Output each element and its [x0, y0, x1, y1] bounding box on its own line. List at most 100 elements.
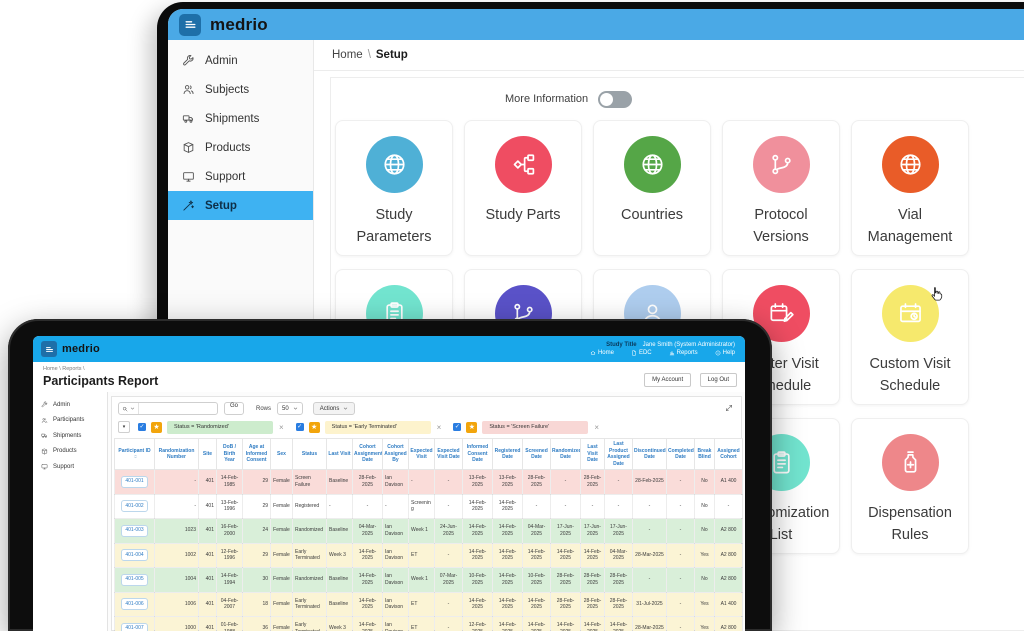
- sidebar-item-products[interactable]: Products: [168, 133, 313, 162]
- topbar-link-reports[interactable]: Reports: [669, 350, 698, 356]
- participant-id-link[interactable]: 401-007: [121, 622, 148, 631]
- column-header-assigned-cohort[interactable]: Assigned Cohort: [714, 438, 743, 470]
- sidebar-item-products[interactable]: Products: [33, 444, 107, 460]
- column-header-cohort-assignment-date[interactable]: Cohort Assignment Date: [352, 438, 383, 470]
- topbar-link-help[interactable]: Help: [715, 350, 735, 356]
- column-header-screened-date[interactable]: Screened Date: [522, 438, 551, 470]
- filter-checkbox[interactable]: ✓: [453, 423, 462, 431]
- column-header-age-at-informed-consent[interactable]: Age at Informed Consent: [242, 438, 271, 470]
- support-icon: [182, 170, 195, 183]
- table-cell: -: [666, 469, 695, 495]
- filter-star-button[interactable]: ★: [308, 421, 320, 433]
- user-name[interactable]: Jane Smith (System Administrator): [642, 342, 735, 348]
- my-account-button[interactable]: My Account: [644, 372, 692, 387]
- chevron-down-icon: [130, 406, 135, 411]
- menu-icon[interactable]: [41, 341, 57, 357]
- filter-close-icon[interactable]: ×: [436, 422, 442, 432]
- go-button[interactable]: Go: [224, 402, 245, 415]
- setup-card-study-parameters[interactable]: Study Parameters: [335, 120, 453, 256]
- breadcrumb-home[interactable]: Home: [332, 49, 363, 61]
- column-header-expected-visit-date[interactable]: Expected Visit Date: [434, 438, 463, 470]
- column-header-expected-visit[interactable]: Expected Visit: [408, 438, 435, 470]
- study-title: Study Title: [606, 342, 637, 348]
- filter-star-button[interactable]: ★: [151, 421, 162, 433]
- table-cell: Early Terminated: [292, 616, 327, 631]
- setup-card-dispensation-rules[interactable]: Dispensation Rules: [851, 418, 969, 554]
- column-header-site[interactable]: Site: [198, 438, 217, 470]
- sidebar-item-support[interactable]: Support: [168, 162, 313, 191]
- setup-card-protocol-versions[interactable]: Protocol Versions: [722, 120, 840, 256]
- filter-bar: ▾ ✓ ★ Status = 'Randomized' × ✓ ★ Status = 'Ear…: [112, 420, 741, 438]
- filter-checkbox[interactable]: ✓: [295, 423, 304, 431]
- setup-card-study-parts[interactable]: Study Parts: [464, 120, 582, 256]
- breadcrumb: Home \ Reports \: [43, 366, 85, 372]
- actions-button[interactable]: Actions: [312, 402, 356, 415]
- participant-id-link[interactable]: 401-005: [121, 573, 148, 586]
- table-cell: 28-Feb-2025: [604, 567, 633, 593]
- filter-close-icon[interactable]: ×: [594, 422, 600, 432]
- sidebar-item-subjects[interactable]: Subjects: [168, 75, 313, 104]
- column-header-participant-id[interactable]: Participant ID: [114, 438, 155, 470]
- column-header-randomized-date[interactable]: Randomized Date: [550, 438, 581, 470]
- filter-chip-status-early-terminated[interactable]: Status = 'Early Terminated': [324, 420, 431, 434]
- expand-icon[interactable]: [725, 404, 733, 412]
- filter-checkbox[interactable]: ✓: [138, 423, 146, 431]
- filters-menu-button[interactable]: ▾: [118, 421, 130, 433]
- column-header-last-visit[interactable]: Last Visit: [326, 438, 353, 470]
- column-header-last-product-assigned-date[interactable]: Last Product Assigned Date: [604, 438, 633, 470]
- column-header-cohort-assigned-by[interactable]: Cohort Assigned By: [382, 438, 409, 470]
- topbar-link-edc[interactable]: EDC: [631, 350, 652, 356]
- sidebar-item-setup[interactable]: Setup: [168, 191, 313, 220]
- filter-close-icon[interactable]: ×: [279, 422, 284, 432]
- column-header-status[interactable]: Status: [292, 438, 327, 470]
- setup-card-countries[interactable]: Countries: [593, 120, 711, 256]
- column-header-last-visit-date[interactable]: Last Visit Date: [580, 438, 605, 470]
- table-cell: Ian Davison: [382, 518, 409, 544]
- participant-id-link[interactable]: 401-001: [121, 475, 148, 488]
- topbar-link-home[interactable]: Home: [590, 350, 614, 356]
- rows-select[interactable]: 50: [277, 402, 303, 415]
- table-cell: Registered: [292, 493, 327, 519]
- menu-icon[interactable]: [179, 13, 201, 36]
- filter-star-button[interactable]: ★: [466, 421, 478, 433]
- report-header: medrio Study Title Jane Smith (System Ad…: [33, 336, 745, 362]
- breadcrumb-current: Setup: [375, 49, 408, 61]
- column-header-informed-consent-date[interactable]: Informed Consent Date: [462, 438, 493, 470]
- table-cell: Yes: [694, 591, 715, 617]
- column-header-break-blind[interactable]: Break Blind: [694, 438, 715, 470]
- search-options[interactable]: [119, 403, 139, 414]
- column-header-registered-date[interactable]: Registered Date: [492, 438, 523, 470]
- table-cell: 14-Feb-2025: [352, 567, 383, 593]
- column-header-completed-date[interactable]: Completed Date: [666, 438, 695, 470]
- setup-card-vial-management[interactable]: Vial Management: [851, 120, 969, 256]
- column-header-sex[interactable]: Sex: [270, 438, 293, 470]
- sidebar-item-participants[interactable]: Participants: [33, 413, 107, 429]
- participant-id-link[interactable]: 401-002: [121, 500, 148, 513]
- participant-id-link[interactable]: 401-006: [121, 598, 148, 611]
- table-cell: 401: [198, 469, 217, 495]
- table-cell: 28-Feb-2025: [550, 567, 581, 593]
- sidebar-item-admin[interactable]: Admin: [33, 397, 107, 413]
- more-information-toggle[interactable]: [598, 90, 633, 108]
- sidebar-item-label: Setup: [205, 199, 237, 212]
- sidebar-item-support[interactable]: Support: [33, 459, 107, 475]
- column-header-dob-birth-year[interactable]: DoB / Birth Year: [216, 438, 243, 470]
- participant-id-link[interactable]: 401-004: [121, 549, 148, 562]
- filter-chip-status-screen-failure[interactable]: Status = 'Screen Failure': [482, 420, 589, 434]
- card-label: Vial Management: [867, 207, 953, 245]
- log-out-button[interactable]: Log Out: [699, 372, 737, 387]
- filter-chip-status-randomized[interactable]: Status = 'Randomized': [167, 420, 273, 434]
- participant-id-link[interactable]: 401-003: [121, 524, 148, 537]
- setup-card-custom-visit-schedule[interactable]: Custom Visit Schedule: [851, 269, 969, 405]
- page-title: Participants Report: [43, 374, 159, 388]
- sidebar-item-shipments[interactable]: Shipments: [33, 428, 107, 444]
- table-cell: -: [666, 616, 695, 631]
- box-icon: [182, 141, 195, 154]
- column-header-randomization-number[interactable]: Randomization Number: [154, 438, 199, 470]
- sidebar-item-admin[interactable]: Admin: [168, 46, 313, 75]
- table-cell: 28-Feb-2025: [580, 591, 605, 617]
- column-header-discontinued-date[interactable]: Discontinued Date: [632, 438, 667, 470]
- search-input[interactable]: [139, 405, 217, 412]
- sidebar-item-shipments[interactable]: Shipments: [168, 104, 313, 133]
- table-cell: -: [632, 493, 667, 519]
